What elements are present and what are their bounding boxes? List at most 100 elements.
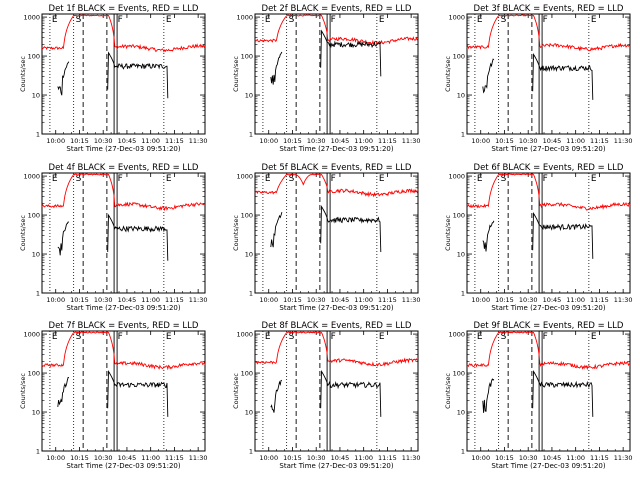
x-tick-label: 10:30	[307, 454, 326, 462]
x-tick-label: 11:30	[402, 296, 421, 304]
x-tick-label: 11:00	[141, 296, 160, 304]
marker-label: E	[265, 174, 271, 184]
panel-title: Det 6f BLACK = Events, RED = LLD	[474, 163, 624, 173]
series-lld	[466, 173, 631, 211]
x-tick-label: 10:45	[118, 454, 137, 462]
x-tick-label: 11:15	[378, 454, 397, 462]
series-events-pre	[57, 61, 70, 96]
x-tick-label: 11:15	[378, 137, 397, 145]
series-events-pre	[270, 51, 283, 85]
x-tick-label: 10:45	[331, 454, 350, 462]
y-tick-label: 1	[461, 290, 465, 298]
marker-label: S	[76, 174, 82, 184]
x-tick-label: 10:00	[46, 137, 65, 145]
y-tick-label: 1	[249, 290, 253, 298]
panel-det-2f: Det 2f BLACK = Events, RED = LLD 1 10 100 10…	[232, 4, 421, 153]
x-tick-label: 10:00	[46, 296, 65, 304]
y-axis-label: Counts/sec	[19, 215, 27, 251]
marker-label: E	[477, 174, 483, 184]
y-tick-label: 10	[457, 92, 465, 100]
x-tick-label: 10:45	[331, 137, 350, 145]
x-tick-label: 11:00	[354, 296, 373, 304]
marker-label: E	[166, 174, 172, 184]
plot-frame	[254, 330, 419, 452]
x-axis-label: Start Time (27-Dec-03 09:51:20)	[66, 462, 180, 470]
marker-label: E	[166, 332, 172, 342]
marker-label: E	[265, 15, 271, 25]
series-events-pre	[270, 379, 282, 413]
y-tick-label: 1	[249, 448, 253, 456]
marker-label: E	[52, 174, 58, 184]
series-lld	[254, 331, 419, 367]
marker-label: E	[52, 15, 58, 25]
plot-frame	[41, 13, 206, 135]
x-tick-label: 11:00	[566, 454, 585, 462]
y-tick-label: 10	[457, 251, 465, 259]
y-tick-label: 1000	[236, 331, 253, 339]
x-axis-label: Start Time (27-Dec-03 09:51:20)	[279, 145, 393, 153]
x-tick-label: 10:15	[283, 296, 302, 304]
x-tick-label: 11:15	[165, 454, 184, 462]
y-axis-label: Counts/sec	[444, 56, 452, 92]
series-events-post	[532, 211, 594, 259]
series-events-post	[107, 51, 169, 99]
y-tick-label: 1000	[23, 14, 40, 22]
marker-label: S	[501, 15, 507, 25]
panel-title: Det 8f BLACK = Events, RED = LLD	[262, 321, 412, 331]
y-tick-label: 1000	[448, 14, 465, 22]
y-tick-label: 1000	[23, 331, 40, 339]
panel-det-6f: Det 6f BLACK = Events, RED = LLD 1 10 100 10…	[444, 163, 633, 312]
y-tick-label: 1	[461, 131, 465, 139]
panel-det-9f: Det 9f BLACK = Events, RED = LLD 1 10 100 10…	[444, 321, 633, 470]
y-tick-label: 1000	[448, 331, 465, 339]
x-tick-label: 10:00	[259, 296, 278, 304]
x-tick-label: 11:30	[614, 296, 633, 304]
x-tick-label: 10:00	[259, 137, 278, 145]
marker-label: E	[166, 15, 172, 25]
series-lld	[466, 14, 631, 52]
series-lld	[41, 14, 206, 53]
marker-label: S	[289, 332, 295, 342]
x-tick-label: 10:30	[307, 296, 326, 304]
panel-title: Det 3f BLACK = Events, RED = LLD	[474, 4, 624, 14]
x-tick-label: 10:45	[118, 137, 137, 145]
x-tick-label: 10:15	[495, 296, 514, 304]
x-tick-label: 10:00	[471, 454, 490, 462]
x-tick-label: 11:00	[566, 137, 585, 145]
series-events-post	[107, 369, 169, 417]
series-lld	[41, 331, 206, 371]
marker-label: S	[76, 15, 82, 25]
marker-label: E	[477, 332, 483, 342]
x-tick-label: 10:30	[94, 454, 113, 462]
series-lld	[466, 331, 631, 371]
panel-title: Det 1f BLACK = Events, RED = LLD	[49, 4, 199, 14]
series-events-pre	[270, 211, 283, 248]
panel-det-5f: Det 5f BLACK = Events, RED = LLD 1 10 100 10…	[232, 163, 421, 312]
y-axis-label: Counts/sec	[232, 373, 240, 409]
y-tick-label: 1	[36, 290, 40, 298]
y-tick-label: 100	[28, 370, 40, 378]
plot-frame	[254, 13, 419, 135]
y-tick-label: 10	[245, 92, 253, 100]
panel-title: Det 7f BLACK = Events, RED = LLD	[49, 321, 199, 331]
marker-label: S	[501, 174, 507, 184]
plot-frame	[41, 330, 206, 452]
panel-title: Det 4f BLACK = Events, RED = LLD	[49, 163, 199, 173]
marker-label: F	[331, 332, 336, 342]
series-events-pre	[57, 221, 69, 256]
x-tick-label: 10:15	[70, 296, 89, 304]
marker-label: F	[118, 332, 123, 342]
series-events-post	[320, 205, 382, 253]
x-axis-label: Start Time (27-Dec-03 09:51:20)	[491, 462, 605, 470]
x-tick-label: 11:00	[141, 137, 160, 145]
series-lld	[254, 14, 419, 46]
marker-label: F	[331, 174, 336, 184]
panel-det-1f: Det 1f BLACK = Events, RED = LLD 1 10 100 10…	[19, 4, 208, 153]
series-events-post	[532, 52, 594, 100]
series-events-post	[107, 213, 169, 261]
x-tick-label: 10:45	[331, 296, 350, 304]
x-tick-label: 11:30	[189, 454, 208, 462]
x-tick-label: 10:45	[543, 454, 562, 462]
x-tick-label: 11:00	[141, 454, 160, 462]
y-tick-label: 1	[36, 448, 40, 456]
